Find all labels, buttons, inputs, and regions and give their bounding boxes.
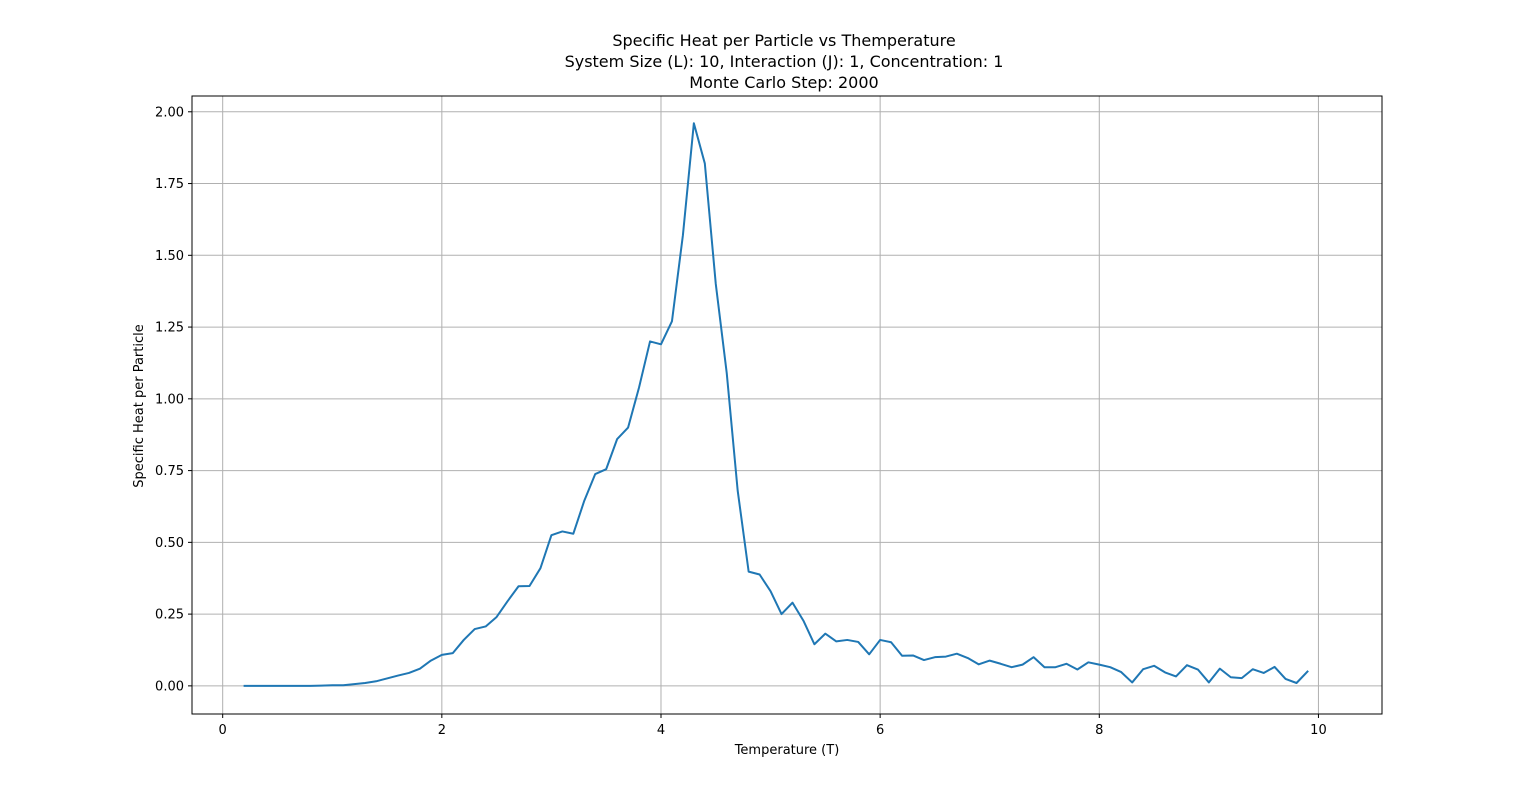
x-tick-label: 4 [657, 723, 665, 738]
y-tick-label: 2.00 [155, 105, 184, 120]
series-layer [243, 122, 1309, 687]
y-tick-label: 0.25 [155, 608, 184, 623]
x-tick-label: 8 [1095, 723, 1103, 738]
grid [192, 96, 1382, 714]
y-tick-label: 0.00 [155, 679, 184, 694]
chart-subtitle-step: Monte Carlo Step: 2000 [689, 73, 878, 92]
x-tick-label: 0 [219, 723, 227, 738]
x-axis-label: Temperature (T) [734, 743, 840, 758]
x-tick-label: 2 [438, 723, 446, 738]
chart-subtitle: System Size (L): 10, Interaction (J): 1,… [565, 52, 1004, 71]
y-tick-label: 1.50 [155, 249, 184, 264]
y-tick-label: 0.75 [155, 464, 184, 479]
x-axis: 0 2 4 6 8 10 [219, 714, 1327, 738]
x-tick-label: 10 [1310, 723, 1327, 738]
y-tick-label: 1.25 [155, 321, 184, 336]
specific-heat-line [243, 122, 1309, 687]
y-axis: 0.00 0.25 0.50 0.75 1.00 1.25 1.50 1.75 2.00 [155, 105, 192, 694]
y-tick-label: 1.75 [155, 177, 184, 192]
plot-frame [191, 95, 1383, 715]
y-tick-label: 1.00 [155, 392, 184, 407]
x-tick-label: 6 [876, 723, 884, 738]
y-axis-label: Specific Heat per Particle [132, 324, 147, 487]
chart-title: Specific Heat per Particle vs Themperatu… [612, 31, 955, 50]
y-tick-label: 0.50 [155, 536, 184, 551]
